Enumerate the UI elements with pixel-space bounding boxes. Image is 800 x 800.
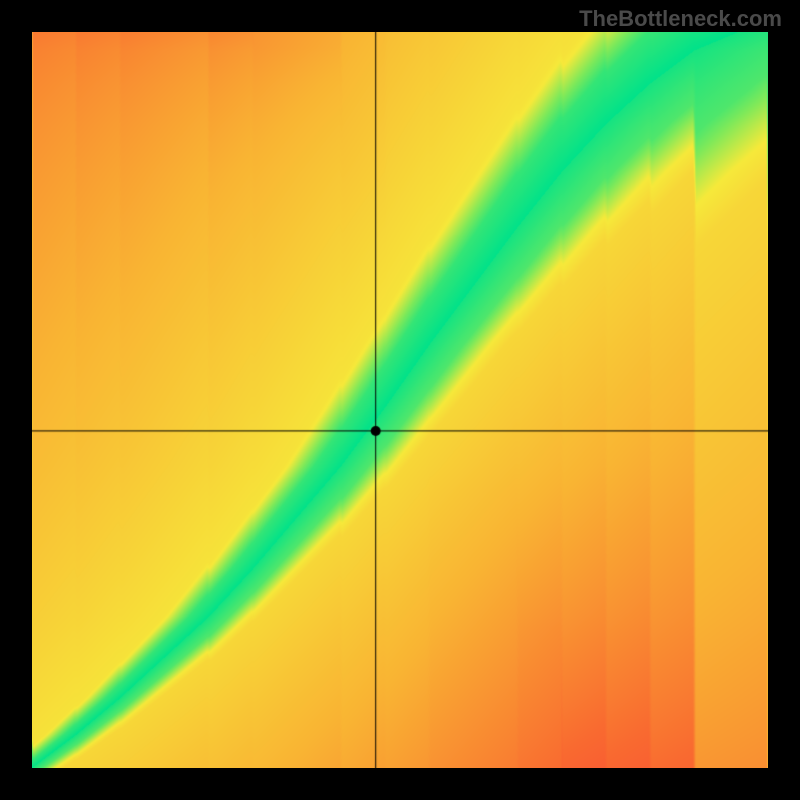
watermark-text: TheBottleneck.com [579, 6, 782, 32]
chart-frame: TheBottleneck.com [0, 0, 800, 800]
bottleneck-heatmap [32, 32, 768, 768]
